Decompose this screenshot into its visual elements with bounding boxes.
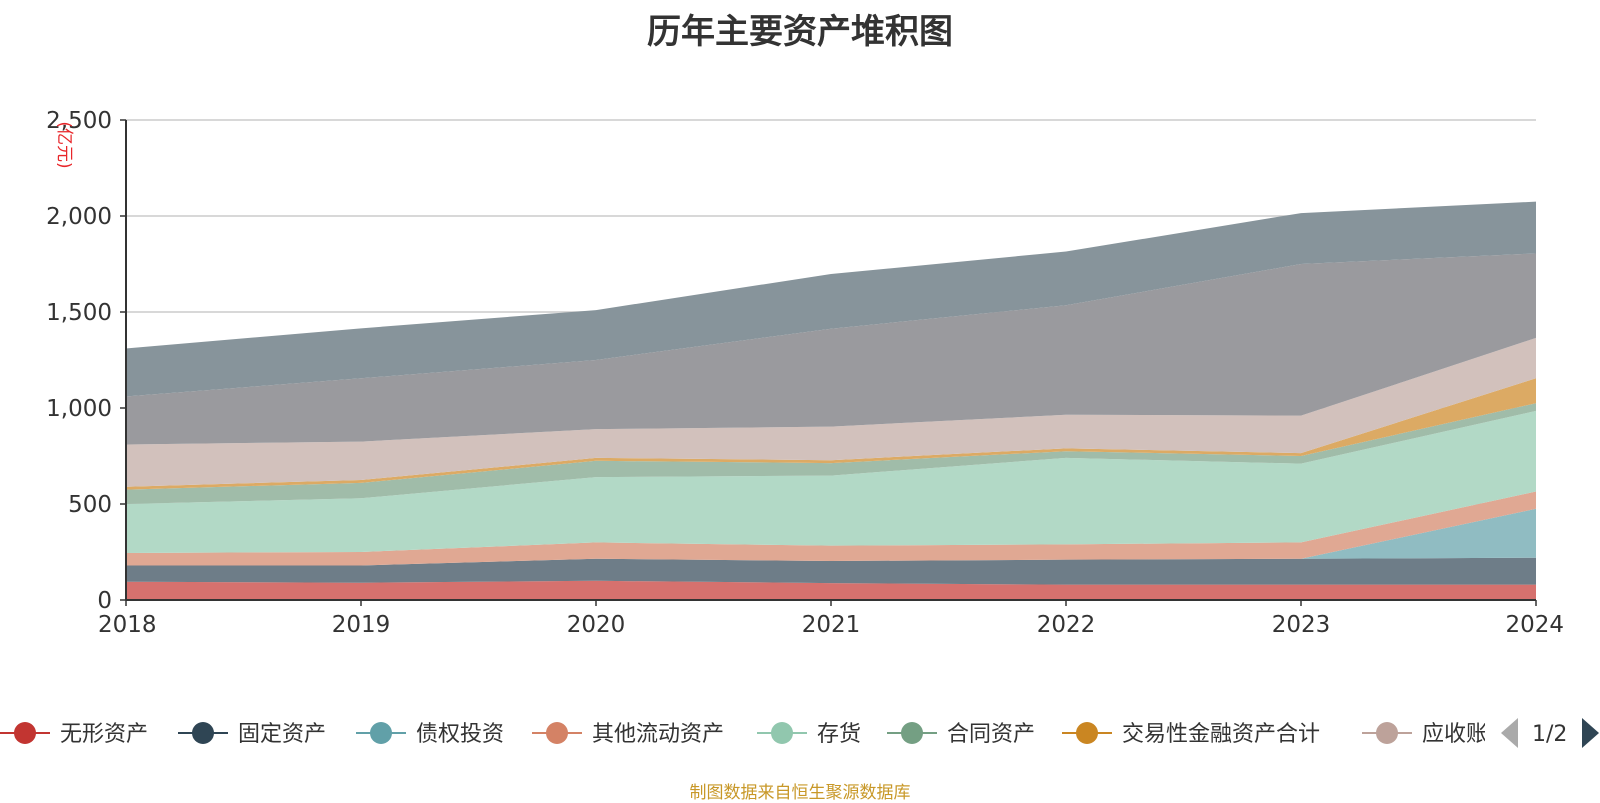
legend-marker-icon: [546, 722, 568, 744]
area-series-1: [126, 557, 1536, 585]
x-tick-label: 2019: [332, 612, 391, 638]
x-tick-label: 2022: [1037, 612, 1096, 638]
legend-label: 合同资产: [947, 722, 1035, 747]
area-series-4: [126, 410, 1536, 553]
legend-pager[interactable]: 1/2: [1501, 718, 1599, 748]
x-tick-label: 2023: [1272, 612, 1331, 638]
legend-item[interactable]: 应收账款: [1362, 722, 1510, 747]
y-tick-label: 500: [68, 492, 112, 518]
y-tick-label: 2,500: [46, 108, 112, 134]
legend-marker-icon: [771, 722, 793, 744]
area-series-5: [126, 403, 1536, 504]
legend-item[interactable]: 债权投资: [356, 722, 504, 747]
legend-label: 固定资产: [238, 722, 326, 747]
legend-item[interactable]: 存货: [757, 722, 861, 747]
x-tick-label: 2021: [802, 612, 861, 638]
area-series-7: [126, 337, 1536, 487]
legend-prev-arrow-icon[interactable]: [1501, 718, 1518, 748]
legend-item[interactable]: 其他流动资产: [532, 722, 724, 747]
legend-page-indicator: 1/2: [1532, 722, 1567, 747]
legend-item[interactable]: 无形资产: [0, 722, 148, 747]
legend-marker-icon: [1076, 722, 1098, 744]
source-note: 制图数据来自恒生聚源数据库: [689, 783, 911, 803]
legend-item[interactable]: 合同资产: [887, 722, 1035, 747]
legend-next-arrow-icon[interactable]: [1582, 718, 1599, 748]
area-series-9: [126, 201, 1536, 397]
area-series-0: [126, 580, 1536, 600]
legend-marker-icon: [192, 722, 214, 744]
chart-title: 历年主要资产堆积图: [647, 12, 953, 52]
legend-marker-icon: [14, 722, 36, 744]
area-series-3: [126, 491, 1536, 566]
legend-marker-icon: [901, 722, 923, 744]
y-tick-label: 0: [97, 588, 112, 614]
x-tick-label: 2024: [1505, 612, 1564, 638]
y-tick-label: 1,500: [46, 300, 112, 326]
y-tick-label: 2,000: [46, 204, 112, 230]
area-series-8: [126, 253, 1536, 445]
y-axis-unit-label: (亿元): [54, 121, 74, 168]
legend-marker-icon: [370, 722, 392, 744]
axis-layer: 0 500 1,000 1,500 2,000 2,500 2018 2019 2020 2021…: [46, 108, 1564, 638]
y-tick-label: 1,000: [46, 396, 112, 422]
legend-label: 其他流动资产: [592, 722, 724, 747]
x-tick-label: 2018: [98, 612, 157, 638]
legend-label: 交易性金融资产合计: [1122, 722, 1320, 747]
legend-label: 应收账款: [1422, 722, 1510, 747]
legend-item[interactable]: 交易性金融资产合计: [1062, 722, 1320, 747]
legend-label: 无形资产: [60, 722, 148, 747]
x-tick-label: 2020: [567, 612, 626, 638]
legend-marker-icon: [1376, 722, 1398, 744]
legend[interactable]: 无形资产 固定资产 债权投资 其他流动资产 存货 合同资产 交易性金融资产合计 应收账款: [0, 722, 1510, 747]
area-layer: [126, 201, 1536, 600]
legend-label: 债权投资: [416, 722, 504, 747]
legend-label: 存货: [817, 722, 861, 747]
legend-item[interactable]: 固定资产: [178, 722, 326, 747]
